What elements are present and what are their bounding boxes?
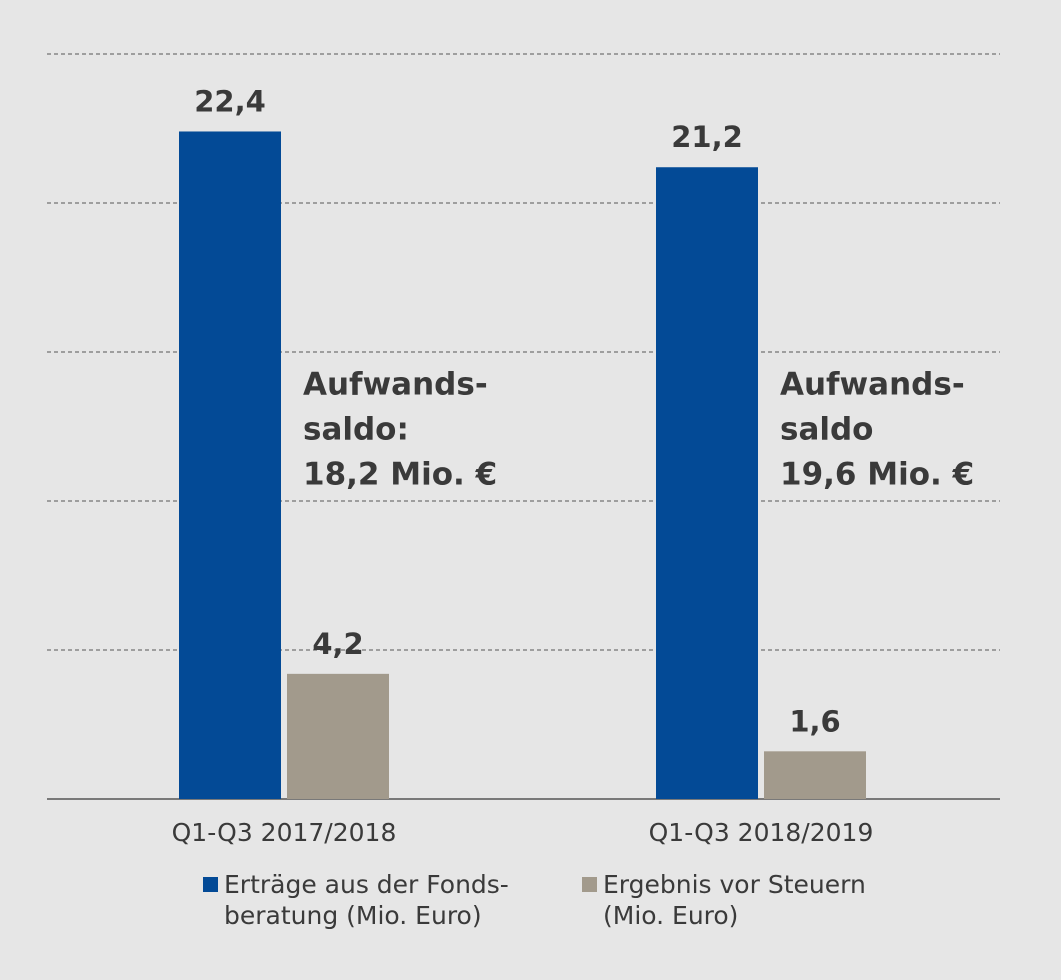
- bar: [287, 673, 389, 799]
- legend-swatch: [203, 877, 218, 892]
- annotation: Aufwands-: [780, 367, 965, 403]
- x-tick-label: Q1-Q3 2018/2019: [649, 818, 874, 847]
- annotation: saldo: [780, 412, 873, 448]
- value-label: 22,4: [194, 84, 266, 118]
- legend-label: Ergebnis vor Steuern: [603, 870, 866, 899]
- legend-label: (Mio. Euro): [603, 901, 738, 930]
- value-label: 21,2: [671, 120, 743, 154]
- legend-label: Erträge aus der Fonds-: [224, 870, 509, 899]
- x-tick-label: Q1-Q3 2017/2018: [172, 818, 397, 847]
- bar: [656, 167, 758, 800]
- annotation: 18,2 Mio. €: [303, 457, 497, 493]
- annotation: Aufwands-: [303, 367, 488, 403]
- bar: [179, 131, 281, 800]
- annotation: saldo:: [303, 412, 409, 448]
- legend-swatch: [582, 877, 597, 892]
- value-label: 4,2: [312, 627, 363, 661]
- annotation: 19,6 Mio. €: [780, 457, 974, 493]
- value-label: 1,6: [789, 704, 840, 738]
- legend-label: beratung (Mio. Euro): [224, 901, 482, 930]
- bar: [764, 751, 866, 799]
